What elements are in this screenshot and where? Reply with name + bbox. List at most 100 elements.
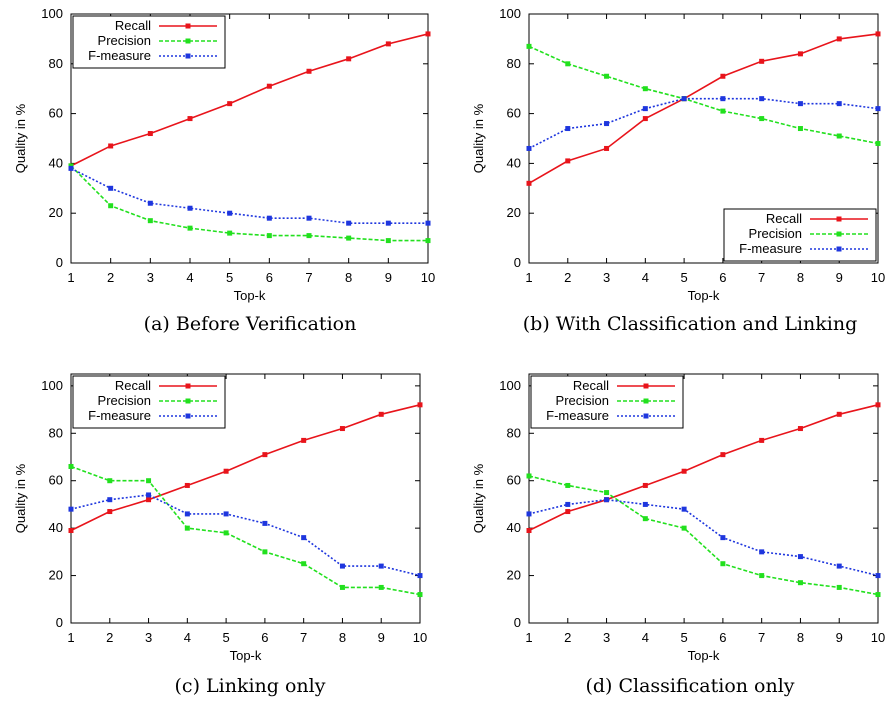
x-tick-label: 3: [603, 270, 610, 285]
legend-label: Precision: [98, 393, 151, 408]
legend-label: Precision: [98, 33, 151, 48]
x-tick-label: 2: [107, 270, 114, 285]
y-tick-label: 60: [507, 106, 521, 121]
data-point: [146, 478, 152, 484]
data-point: [68, 463, 74, 469]
y-axis-label: Quality in %: [13, 103, 28, 173]
data-point: [526, 511, 532, 517]
y-tick-label: 0: [514, 615, 521, 630]
data-point: [68, 528, 74, 534]
data-point: [187, 116, 193, 122]
data-point: [720, 73, 726, 79]
series-line: [70, 33, 429, 167]
data-point: [68, 506, 74, 512]
y-tick-label: 100: [499, 6, 521, 21]
series-line: [528, 404, 879, 532]
data-point: [378, 563, 384, 569]
data-point: [681, 506, 687, 512]
data-point: [720, 561, 726, 567]
x-tick-label: 6: [719, 270, 726, 285]
data-point: [68, 165, 74, 171]
series-line: [70, 167, 428, 224]
data-point: [184, 511, 190, 517]
data-point: [339, 563, 345, 569]
data-point: [759, 58, 765, 64]
x-tick-label: 5: [222, 630, 229, 645]
x-tick-label: 4: [642, 630, 649, 645]
data-point: [875, 592, 881, 598]
data-point: [604, 145, 610, 151]
y-tick-label: 80: [49, 425, 63, 440]
series-line: [528, 33, 879, 185]
data-point: [565, 61, 571, 67]
legend-box: [723, 208, 877, 262]
chart-c: 0 20 40 60 80 100 1 2 3 4 5 6 7 8 9 10 Top-k Quality in %…: [13, 373, 427, 697]
y-tick-label: 100: [41, 378, 63, 393]
series-line: [528, 475, 879, 596]
data-point: [306, 68, 312, 74]
subfigure-caption: (b) With Classification and Linking: [523, 313, 858, 335]
y-tick-label: 60: [49, 106, 63, 121]
data-point: [759, 96, 765, 102]
data-point: [642, 106, 648, 112]
y-tick-label: 0: [56, 615, 63, 630]
series-recall: [68, 402, 423, 534]
data-point: [227, 101, 233, 107]
legend-marker: [185, 53, 191, 59]
data-point: [417, 573, 423, 579]
data-point: [642, 516, 648, 522]
data-point: [836, 584, 842, 590]
x-tick-label: 5: [680, 630, 687, 645]
y-tick-label: 20: [49, 205, 63, 220]
legend-label: Recall: [115, 378, 151, 393]
data-point: [642, 501, 648, 507]
data-point: [604, 497, 610, 503]
series-f-measure: [68, 165, 431, 226]
legend-box: [72, 15, 226, 69]
data-point: [759, 116, 765, 122]
data-point: [526, 473, 532, 479]
plot-frame: [70, 13, 429, 264]
legend-box: [72, 375, 226, 429]
data-point: [565, 509, 571, 515]
data-point: [425, 238, 431, 244]
x-tick-label: 10: [871, 270, 885, 285]
legend-label: Recall: [766, 211, 802, 226]
chart-b: 0 20 40 60 80 100 1 2 3 4 5 6 7 8 9 10 Top-k Quality in %…: [471, 6, 885, 335]
data-point: [565, 158, 571, 164]
data-point: [836, 563, 842, 569]
x-tick-label: 10: [871, 630, 885, 645]
y-tick-label: 80: [507, 56, 521, 71]
legend-marker: [185, 398, 191, 404]
x-tick-label: 4: [184, 630, 191, 645]
data-point: [107, 497, 113, 503]
legend-marker: [185, 23, 191, 29]
x-tick-label: 9: [385, 270, 392, 285]
y-tick-label: 100: [499, 378, 521, 393]
data-point: [526, 43, 532, 49]
data-point: [108, 185, 114, 191]
data-point: [385, 41, 391, 47]
x-axis-label: Top-k: [688, 288, 720, 303]
data-point: [875, 573, 881, 579]
y-tick-label: 60: [507, 473, 521, 488]
data-point: [108, 203, 114, 209]
series-line: [70, 465, 421, 596]
legend-box: [530, 375, 684, 429]
data-point: [797, 426, 803, 432]
series-line: [528, 97, 879, 150]
data-point: [604, 490, 610, 496]
x-tick-label: 5: [680, 270, 687, 285]
legend-label: Recall: [115, 18, 151, 33]
series-precision: [68, 163, 431, 244]
data-point: [378, 584, 384, 590]
data-point: [385, 238, 391, 244]
data-point: [266, 83, 272, 89]
data-point: [565, 126, 571, 132]
data-point: [720, 108, 726, 114]
data-point: [262, 452, 268, 458]
y-axis-label: Quality in %: [13, 463, 28, 533]
subfigure-caption: (c) Linking only: [175, 675, 326, 697]
data-point: [227, 210, 233, 216]
data-point: [642, 86, 648, 92]
